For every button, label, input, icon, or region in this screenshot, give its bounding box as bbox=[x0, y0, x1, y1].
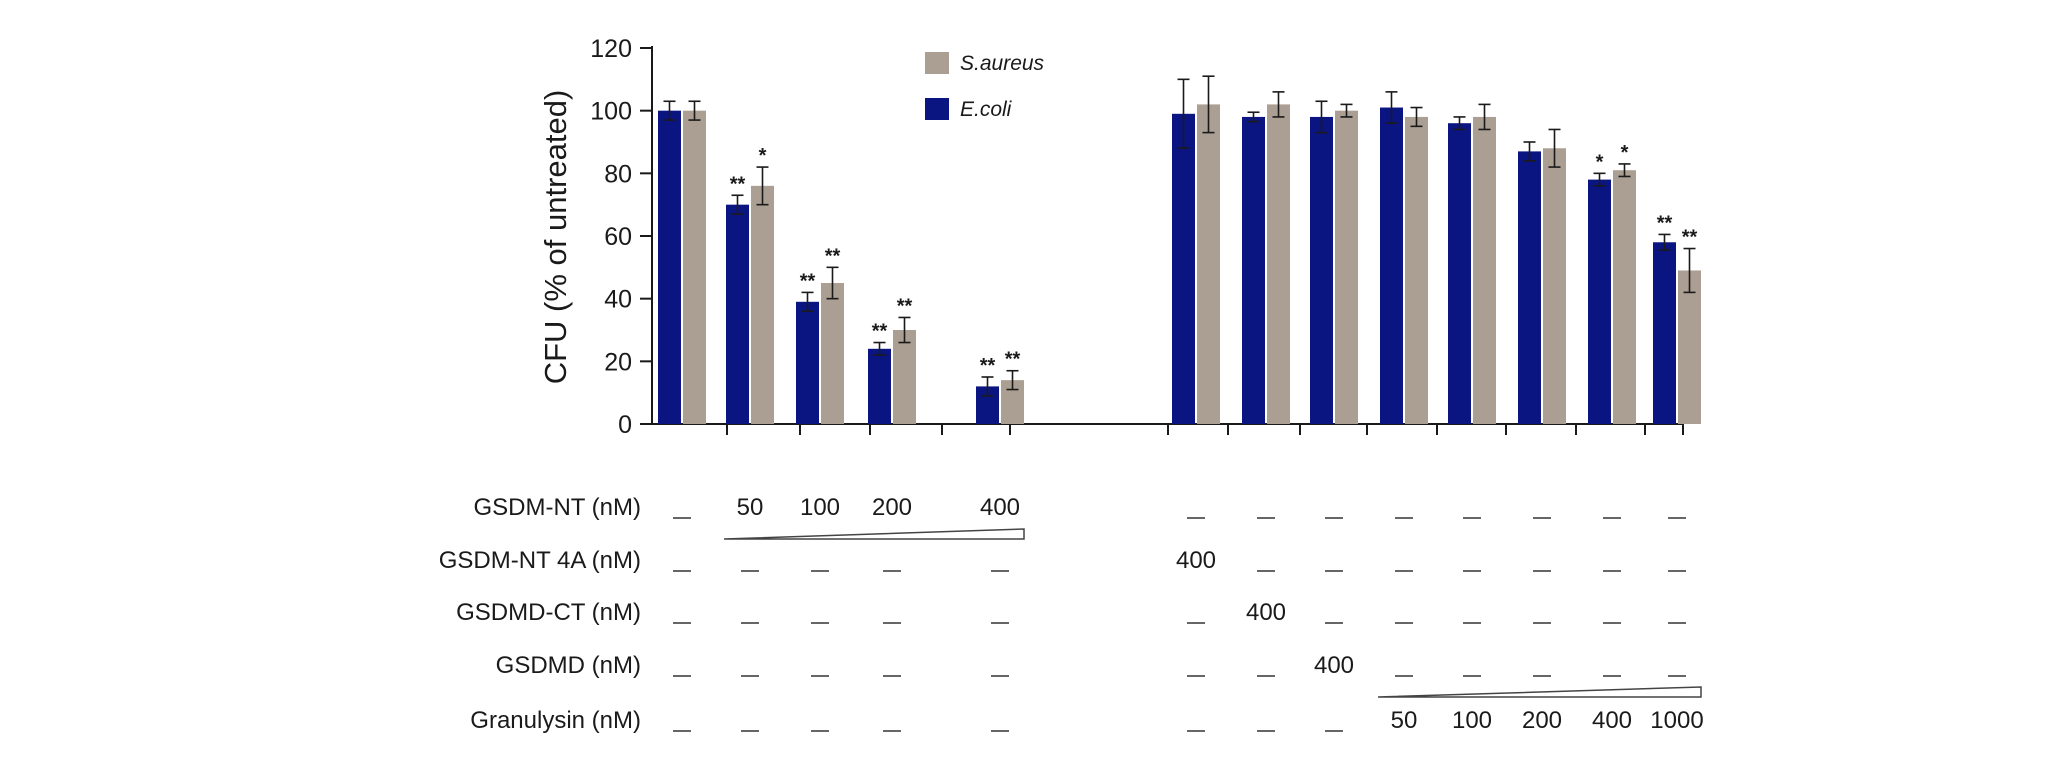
concentration-value: 50 bbox=[1391, 707, 1418, 734]
bar bbox=[1678, 270, 1701, 424]
condition-table: GSDM-NT (nM) 50 100 200 400 GSDM-NT 4A (nM) 40… bbox=[439, 494, 1704, 734]
y-axis-label: CFU (% of untreated) bbox=[538, 90, 573, 385]
bar bbox=[1448, 123, 1471, 424]
bar bbox=[1001, 380, 1024, 424]
significance-label: ** bbox=[872, 321, 888, 343]
bar bbox=[1335, 110, 1358, 425]
legend-swatch bbox=[925, 52, 949, 74]
concentration-value: 400 bbox=[1246, 599, 1286, 626]
legend-swatch bbox=[925, 98, 949, 120]
bar bbox=[1473, 116, 1496, 424]
condition-row-label: Granulysin (nM) bbox=[470, 707, 641, 734]
significance-label: ** bbox=[1005, 349, 1021, 371]
y-tick-label: 60 bbox=[604, 223, 632, 251]
concentration-value: 200 bbox=[872, 494, 912, 521]
significance-label: ** bbox=[980, 355, 996, 377]
bar bbox=[1172, 113, 1195, 425]
bar bbox=[1405, 116, 1428, 424]
significance-label: ** bbox=[1657, 212, 1673, 234]
concentration-value: 400 bbox=[1592, 707, 1632, 734]
bar bbox=[1197, 104, 1220, 425]
legend: S.aureus E.coli bbox=[925, 52, 1045, 121]
significance-label: ** bbox=[1682, 227, 1698, 249]
concentration-value: 1000 bbox=[1650, 707, 1703, 734]
bar bbox=[1653, 242, 1676, 424]
y-tick-label: 100 bbox=[590, 98, 632, 126]
significance-label: ** bbox=[730, 173, 746, 195]
bar bbox=[658, 110, 681, 425]
bar bbox=[868, 348, 891, 424]
significance-label: ** bbox=[825, 245, 841, 267]
concentration-value: 400 bbox=[1176, 547, 1216, 574]
concentration-value: 400 bbox=[980, 494, 1020, 521]
concentration-gradient-wedge bbox=[1377, 686, 1702, 698]
bar bbox=[751, 185, 774, 424]
y-tick-label: 40 bbox=[604, 286, 632, 314]
bar bbox=[1380, 107, 1403, 425]
significance-label: * bbox=[1621, 142, 1629, 164]
condition-row-label: GSDM-NT 4A (nM) bbox=[439, 547, 641, 574]
y-tick-label: 80 bbox=[604, 160, 632, 188]
concentration-value: 100 bbox=[1452, 707, 1492, 734]
y-tick-label: 0 bbox=[618, 411, 632, 439]
bar bbox=[1267, 104, 1290, 425]
legend-label: E.coli bbox=[960, 98, 1013, 121]
bar-group: ********************* bbox=[658, 75, 1701, 425]
bar bbox=[796, 301, 819, 424]
concentration-value: 50 bbox=[737, 494, 764, 521]
bar bbox=[1543, 148, 1566, 424]
bar bbox=[1310, 116, 1333, 424]
y-tick-label: 120 bbox=[590, 35, 632, 63]
bar bbox=[1613, 170, 1636, 424]
concentration-value: 100 bbox=[800, 494, 840, 521]
significance-label: ** bbox=[897, 295, 913, 317]
bar bbox=[821, 283, 844, 424]
significance-label: * bbox=[759, 145, 767, 167]
condition-row-label: GSDMD-CT (nM) bbox=[456, 599, 641, 626]
bar bbox=[893, 330, 916, 424]
y-tick-label: 20 bbox=[604, 348, 632, 376]
concentration-value: 200 bbox=[1522, 707, 1562, 734]
bar bbox=[1588, 179, 1611, 424]
legend-label: S.aureus bbox=[960, 52, 1045, 75]
condition-row-label: GSDMD (nM) bbox=[496, 652, 641, 679]
significance-label: ** bbox=[800, 270, 816, 292]
condition-row-label: GSDM-NT (nM) bbox=[473, 494, 641, 521]
bar bbox=[726, 204, 749, 424]
bar bbox=[1518, 151, 1541, 424]
concentration-value: 400 bbox=[1314, 652, 1354, 679]
significance-label: * bbox=[1596, 151, 1604, 173]
bar bbox=[1242, 116, 1265, 424]
concentration-gradient-wedge bbox=[723, 528, 1025, 540]
bar bbox=[683, 110, 706, 425]
